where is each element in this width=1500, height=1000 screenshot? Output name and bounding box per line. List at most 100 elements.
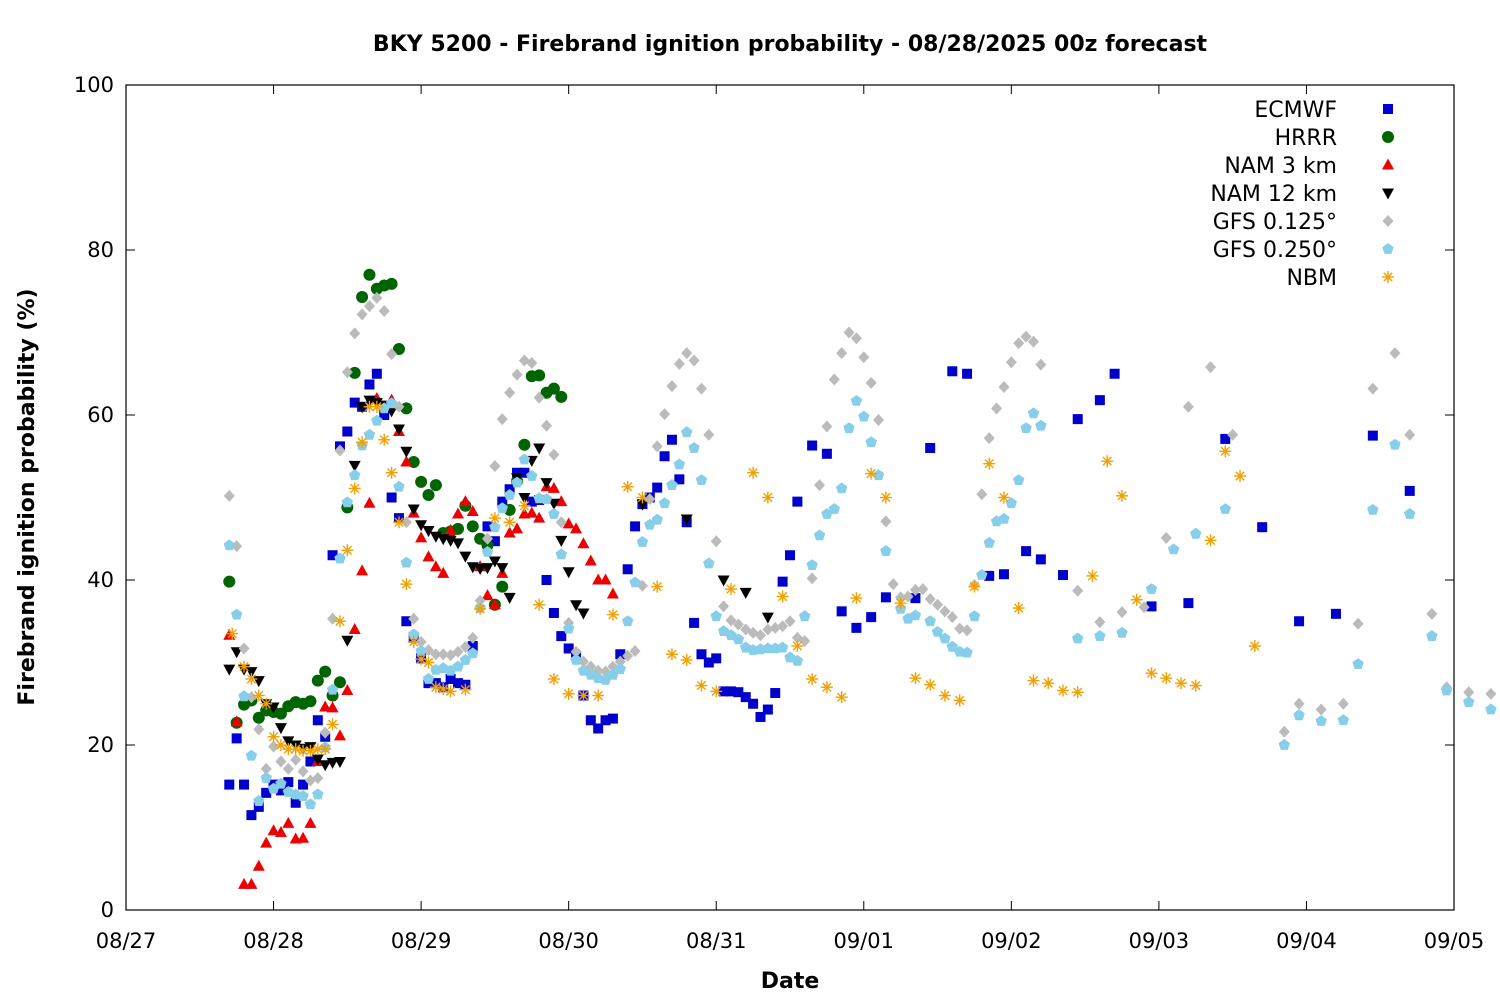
data-point xyxy=(762,642,774,654)
data-point xyxy=(850,592,863,605)
data-point xyxy=(290,797,301,808)
data-point xyxy=(503,592,516,604)
data-point xyxy=(946,611,958,624)
data-point xyxy=(563,643,574,654)
data-point xyxy=(342,426,353,437)
x-tick-label: 08/29 xyxy=(391,929,452,953)
data-point xyxy=(1293,697,1305,710)
data-point xyxy=(453,678,463,689)
data-point xyxy=(304,798,317,810)
data-point xyxy=(401,616,412,627)
data-point xyxy=(777,576,788,587)
data-point xyxy=(563,622,575,634)
data-point xyxy=(283,777,294,788)
data-point xyxy=(304,816,317,828)
data-point xyxy=(880,545,892,556)
data-point xyxy=(267,824,280,836)
data-point xyxy=(489,521,501,533)
data-point xyxy=(607,668,619,680)
x-tick-label: 08/30 xyxy=(538,929,599,953)
data-point xyxy=(533,511,546,523)
data-point xyxy=(297,790,309,801)
data-point xyxy=(703,657,714,668)
data-point xyxy=(614,663,626,674)
data-point xyxy=(983,432,995,445)
data-point xyxy=(356,436,369,449)
data-point xyxy=(348,460,361,472)
data-point xyxy=(1257,522,1268,533)
data-point xyxy=(503,489,516,500)
data-point xyxy=(688,442,700,453)
data-point xyxy=(555,535,568,547)
data-point xyxy=(238,660,251,673)
data-point xyxy=(333,757,346,768)
data-point xyxy=(526,357,538,370)
data-point xyxy=(909,609,922,621)
data-point xyxy=(326,757,339,769)
data-point xyxy=(1485,687,1497,700)
data-point xyxy=(997,491,1010,504)
data-point xyxy=(947,366,958,377)
data-point xyxy=(496,413,508,426)
data-point xyxy=(732,618,744,631)
data-point xyxy=(452,645,464,658)
data-point xyxy=(319,760,332,772)
data-point xyxy=(504,386,516,399)
data-point xyxy=(718,686,729,697)
data-point xyxy=(312,715,323,726)
data-point xyxy=(887,578,899,591)
data-point xyxy=(267,702,280,714)
data-point xyxy=(378,305,390,318)
data-point xyxy=(1234,470,1247,483)
legend-marker xyxy=(1382,188,1394,200)
data-point xyxy=(275,785,286,796)
data-point xyxy=(275,777,287,789)
data-point xyxy=(1189,679,1202,692)
data-point xyxy=(1367,382,1379,395)
data-point xyxy=(1183,598,1194,609)
data-point xyxy=(525,506,538,518)
data-point xyxy=(732,633,745,645)
data-point xyxy=(349,469,361,481)
data-point xyxy=(422,644,434,657)
data-point xyxy=(356,402,369,414)
data-point xyxy=(363,428,376,440)
data-point xyxy=(622,615,634,627)
legend-marker xyxy=(1382,271,1394,283)
data-point xyxy=(459,551,472,563)
data-point xyxy=(658,497,671,509)
data-point xyxy=(400,578,413,591)
data-point xyxy=(629,644,641,657)
data-point xyxy=(968,610,981,622)
data-point xyxy=(740,692,751,703)
data-point xyxy=(562,567,575,579)
data-point xyxy=(223,539,235,551)
data-point xyxy=(636,499,649,511)
data-point xyxy=(548,508,560,519)
data-point xyxy=(799,610,811,622)
data-point xyxy=(961,646,973,658)
legend-label: GFS 0.125° xyxy=(1213,210,1337,235)
legend-marker xyxy=(1383,104,1393,114)
data-point xyxy=(1337,714,1349,726)
legend-marker xyxy=(1382,131,1394,143)
data-point xyxy=(481,589,494,601)
data-point xyxy=(489,536,500,547)
data-point xyxy=(593,723,604,734)
data-point xyxy=(910,593,921,604)
data-point xyxy=(415,531,428,543)
data-point xyxy=(400,556,413,568)
data-point xyxy=(577,608,590,620)
data-point xyxy=(880,515,892,528)
data-point xyxy=(452,522,464,535)
data-point xyxy=(496,580,509,593)
data-point xyxy=(333,729,346,741)
data-point xyxy=(547,481,560,493)
data-point xyxy=(541,575,552,585)
data-point xyxy=(724,583,737,596)
data-point xyxy=(223,664,236,676)
data-point xyxy=(607,713,618,724)
data-point xyxy=(917,583,929,596)
data-point xyxy=(636,536,649,547)
data-point xyxy=(349,397,360,408)
